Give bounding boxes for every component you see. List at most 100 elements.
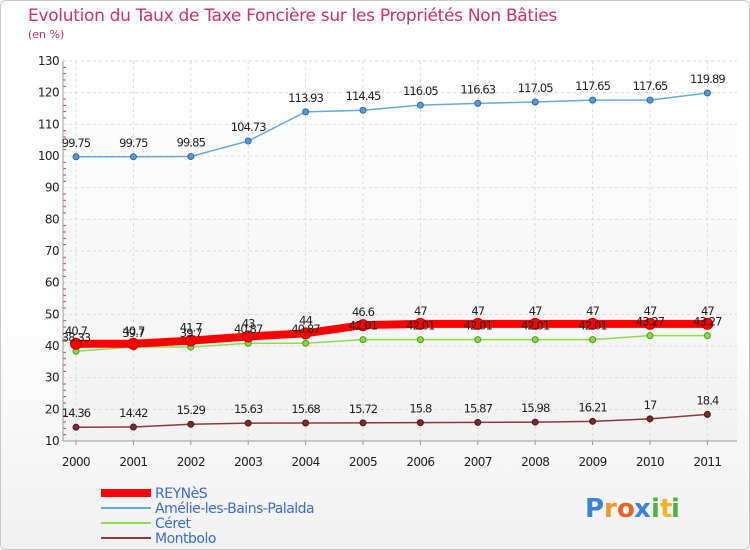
data-point-reyn-s xyxy=(529,317,542,330)
data-label: 43 xyxy=(242,317,255,331)
data-label: 42.01 xyxy=(464,319,493,333)
data-point-montbolo xyxy=(302,419,310,427)
x-tick-label: 2008 xyxy=(521,455,549,469)
x-tick-label: 2010 xyxy=(636,455,664,469)
brand-letter: t xyxy=(660,494,672,524)
legend-label: Céret xyxy=(155,516,191,532)
data-point-am-lie-les-bains-palalda xyxy=(703,89,711,97)
data-point-am-lie-les-bains-palalda xyxy=(531,98,539,106)
data-label: 15.68 xyxy=(291,402,320,416)
y-tick-label: 130 xyxy=(38,54,59,68)
series-line-reyn-s xyxy=(72,319,712,348)
y-tick-label: 10 xyxy=(45,434,59,448)
axes: 10 20 30 40 50 60 70 80 90 100 110 120 130 2000 2001 20… xyxy=(38,54,737,469)
data-label: 117.05 xyxy=(518,81,553,95)
y-tick-label: 120 xyxy=(38,86,59,100)
data-label: 41.7 xyxy=(180,321,203,335)
legend-label: Amélie-les-Bains-Palalda xyxy=(155,501,314,517)
data-label: 38.33 xyxy=(62,330,91,344)
x-tick-label: 2007 xyxy=(464,455,492,469)
y-tick-label: 20 xyxy=(45,402,59,416)
data-label: 99.75 xyxy=(62,136,91,150)
data-point-reyn-s xyxy=(184,334,197,347)
legend-label: REYNèS xyxy=(155,486,208,502)
data-point-am-lie-les-bains-palalda xyxy=(359,106,367,114)
data-point-c-ret xyxy=(589,336,597,344)
data-label: 44 xyxy=(299,313,312,327)
data-label: 42.01 xyxy=(521,319,550,333)
series-line-am-lie-les-bains-palalda xyxy=(75,92,709,158)
y-tick-label: 60 xyxy=(45,276,59,290)
data-point-reyn-s xyxy=(299,327,312,340)
data-point-reyn-s xyxy=(414,317,427,330)
data-point-montbolo xyxy=(474,418,482,426)
data-point-reyn-s xyxy=(586,317,599,330)
data-label: 42.01 xyxy=(406,319,435,333)
brand-letter: r xyxy=(604,494,617,524)
data-point-am-lie-les-bains-palalda xyxy=(589,96,597,104)
data-label: 15.72 xyxy=(349,402,378,416)
data-label: 99.85 xyxy=(177,135,206,149)
brand-letter: P xyxy=(585,494,604,524)
x-tick-label: 2011 xyxy=(693,455,721,469)
data-point-am-lie-les-bains-palalda xyxy=(72,153,80,161)
data-point-am-lie-les-bains-palalda xyxy=(129,153,137,161)
x-tick-label: 2003 xyxy=(234,455,262,469)
data-label: 117.65 xyxy=(575,79,610,93)
data-point-montbolo xyxy=(646,415,654,423)
data-label: 47 xyxy=(529,304,542,318)
data-point-montbolo xyxy=(244,419,252,427)
y-tick-label: 80 xyxy=(45,212,59,226)
chart-subtitle: (en %) xyxy=(28,28,65,41)
data-point-c-ret xyxy=(646,332,654,340)
data-point-am-lie-les-bains-palalda xyxy=(474,99,482,107)
data-label: 99.75 xyxy=(119,136,148,150)
x-tick-label: 2006 xyxy=(406,455,434,469)
brand-letter: x xyxy=(634,494,651,524)
data-label: 116.63 xyxy=(460,82,495,96)
legend-label: Montbolo xyxy=(155,531,216,547)
data-point-c-ret xyxy=(531,336,539,344)
brand-letter: i xyxy=(671,494,680,524)
data-label: 39.7 xyxy=(122,326,145,340)
data-label: 117.65 xyxy=(633,79,668,93)
data-label: 104.73 xyxy=(231,120,266,134)
data-label: 47 xyxy=(644,304,657,318)
data-point-montbolo xyxy=(129,423,137,431)
data-labels: 40.7 40.7 41.7 43 44 46.6 47 47 47 47 47 47 99.75 99.… xyxy=(62,72,727,420)
data-label: 47 xyxy=(701,304,714,318)
data-point-c-ret xyxy=(703,332,711,340)
legend: REYNèSAmélie-les-Bains-PalaldaCéretMontb… xyxy=(101,486,315,547)
y-tick-label: 30 xyxy=(45,371,59,385)
data-point-c-ret xyxy=(416,336,424,344)
data-point-montbolo xyxy=(589,417,597,425)
data-point-reyn-s xyxy=(242,330,255,343)
y-tick-label: 70 xyxy=(45,244,59,258)
data-point-montbolo xyxy=(359,419,367,427)
data-label: 42.01 xyxy=(349,319,378,333)
data-label: 119.89 xyxy=(690,72,725,86)
data-point-reyn-s xyxy=(701,317,714,330)
data-label: 113.93 xyxy=(288,91,323,105)
data-point-c-ret xyxy=(474,336,482,344)
data-label: 39.7 xyxy=(180,326,203,340)
data-point-am-lie-les-bains-palalda xyxy=(416,101,424,109)
data-point-c-ret xyxy=(359,336,367,344)
data-label: 15.29 xyxy=(177,403,206,417)
data-label: 15.8 xyxy=(409,402,432,416)
series xyxy=(70,89,714,431)
data-label: 16.21 xyxy=(578,400,607,414)
data-label: 14.36 xyxy=(62,406,91,420)
series-line-c-ret xyxy=(75,334,709,353)
y-tick-label: 90 xyxy=(45,181,59,195)
data-label: 15.98 xyxy=(521,401,550,415)
data-point-am-lie-les-bains-palalda xyxy=(646,96,654,104)
data-point-reyn-s xyxy=(471,317,484,330)
data-label: 40.7 xyxy=(122,324,145,338)
data-point-montbolo xyxy=(703,410,711,418)
data-label: 43.27 xyxy=(693,315,722,329)
data-point-am-lie-les-bains-palalda xyxy=(244,137,252,145)
data-point-montbolo xyxy=(531,418,539,426)
y-tick-label: 50 xyxy=(45,307,59,321)
